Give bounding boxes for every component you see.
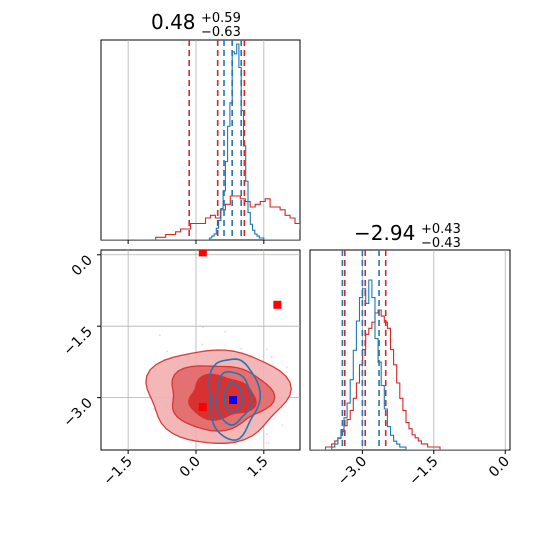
- scatter-point: [240, 347, 243, 350]
- title-x1-minus: −0.63: [201, 25, 241, 40]
- hist-x2-series-1: [310, 279, 509, 450]
- scatter-point: [285, 366, 288, 369]
- x1-tick-label: 1.5: [245, 454, 272, 481]
- scatter-point: [158, 334, 161, 337]
- title-x1-value: 0.48: [151, 10, 196, 34]
- title-x1: 0.48 +0.59 −0.63: [151, 10, 241, 40]
- title-x2: −2.94 +0.43 −0.43: [354, 221, 461, 251]
- x2-y-tick-label: −1.5: [60, 324, 95, 359]
- hist-x1-grid: [127, 40, 265, 240]
- scatter-point: [265, 433, 268, 436]
- hist-x2-grid: [361, 250, 506, 450]
- scatter-point: [281, 424, 284, 427]
- scatter-panel: [100, 249, 328, 467]
- title-x1-plus: +0.59: [201, 11, 241, 26]
- hist-x2-data: [310, 250, 509, 450]
- marker-red: [198, 403, 207, 412]
- x1-tick-label: 0.0: [177, 454, 204, 481]
- title-x2-plus: +0.43: [421, 222, 461, 237]
- scatter-point: [141, 465, 143, 467]
- x2-tick-label: −3.0: [335, 454, 370, 489]
- scatter-data: [141, 250, 328, 467]
- scatter-point: [235, 442, 238, 445]
- contour-blue-level-1: [208, 358, 262, 441]
- contour-blue-level-3: [223, 381, 244, 413]
- scatter-point: [197, 444, 200, 447]
- x2-y-tick-label: −3.0: [60, 395, 95, 430]
- x2-tick-label: −1.5: [406, 454, 441, 489]
- title-x2-value: −2.94: [354, 221, 415, 245]
- scatter-point: [270, 356, 273, 358]
- marker-red: [273, 300, 282, 309]
- contour-blue-level-2: [215, 370, 253, 426]
- scatter-point: [326, 386, 328, 388]
- scatter-point: [202, 326, 204, 328]
- hist-x1-data: [101, 40, 300, 240]
- marker-red: [198, 250, 207, 257]
- hist-x1-series-1: [101, 43, 300, 240]
- hist-x1-frame: [100, 39, 301, 241]
- hist-x2-panel: [309, 249, 511, 451]
- marker-blue: [229, 396, 238, 404]
- x2-y-tick-label: 0.0: [69, 252, 96, 279]
- hist-x2-series-0: [310, 309, 509, 450]
- hist-x2-frame: [309, 249, 511, 451]
- scatter-point: [201, 343, 204, 346]
- x2-tick-label: 0.0: [486, 454, 513, 481]
- x1-tick-label: −1.5: [101, 454, 136, 489]
- scatter-point: [152, 408, 155, 411]
- hist-x1-series-0: [101, 195, 300, 240]
- title-x2-minus: −0.43: [421, 236, 461, 251]
- scatter-point: [267, 441, 270, 444]
- scatter-point: [166, 350, 169, 353]
- hist-x1-panel: [100, 39, 301, 241]
- scatter-point: [224, 330, 227, 333]
- scatter-point: [265, 442, 268, 445]
- scatter-point: [265, 348, 268, 351]
